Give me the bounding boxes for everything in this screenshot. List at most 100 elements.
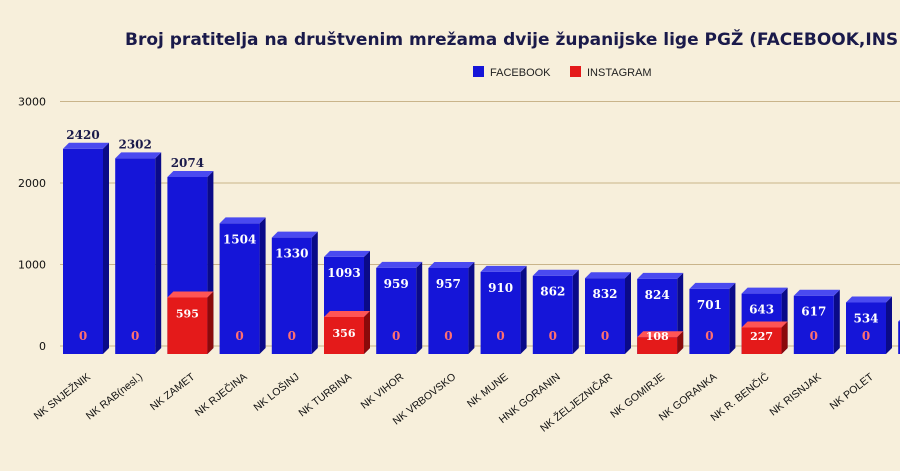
bar-group-1: 2302 0: [115, 137, 162, 354]
bar-group-14: 617 0: [793, 289, 840, 354]
value-label-instagram-5: 356: [333, 327, 356, 340]
bar-group-2: 2074 595: [167, 156, 214, 354]
value-label-instagram-11: 108: [646, 330, 669, 343]
value-label-instagram-7: 0: [444, 329, 452, 343]
bar-instagram-side-2: [207, 291, 214, 354]
bar-facebook-top-7: [428, 262, 475, 269]
legend: FACEBOOK INSTAGRAM: [473, 66, 652, 79]
bar-facebook-side-8: [520, 265, 527, 354]
bar-group-4: 1330 0: [271, 231, 318, 354]
value-label-facebook-12: 701: [697, 298, 722, 312]
value-label-instagram-8: 0: [496, 329, 504, 343]
value-label-instagram-13: 227: [750, 330, 773, 343]
value-label-instagram-0: 0: [79, 329, 87, 343]
bar-facebook-9: [532, 275, 573, 354]
bar-facebook-15: [846, 302, 886, 354]
bar-instagram-top-2: [167, 291, 214, 298]
bar-facebook-0: [63, 148, 103, 354]
bar-facebook-8: [480, 271, 521, 354]
value-label-facebook-0: 2420: [66, 128, 99, 142]
bar-facebook-top-11: [637, 272, 684, 279]
bar-facebook-side-15: [886, 296, 892, 354]
bar-facebook-side-0: [103, 142, 109, 354]
bar-facebook-7: [428, 268, 469, 354]
value-label-facebook-3: 1504: [223, 232, 256, 246]
y-tick-label-0: 0: [39, 340, 46, 353]
value-label-facebook-9: 862: [540, 285, 565, 299]
value-label-instagram-6: 0: [392, 329, 400, 343]
bar-facebook-top-4: [271, 231, 318, 238]
bar-instagram-top-11: [637, 331, 684, 338]
bar-facebook-6: [376, 267, 417, 354]
category-label-15: NK POLET: [828, 371, 877, 413]
value-label-instagram-14: 0: [810, 329, 818, 343]
bar-facebook-top-15: [846, 296, 892, 303]
category-label-13: NK R. BENČIĆ: [708, 370, 772, 424]
value-label-facebook-11: 824: [645, 288, 670, 302]
bar-facebook-1: [115, 158, 156, 354]
bar-instagram-side-11: [677, 331, 684, 354]
bar-facebook-top-5: [324, 250, 370, 257]
category-label-14: NK RISNJAK: [768, 371, 824, 419]
bar-facebook-side-10: [625, 272, 631, 354]
y-tick-label-3: 3000: [18, 96, 46, 109]
category-label-1: NK RAB(nesl.): [84, 371, 145, 422]
bar-instagram-top-5: [324, 310, 370, 317]
value-label-instagram-10: 0: [601, 329, 609, 343]
bar-facebook-top-6: [376, 261, 423, 268]
category-label-4: NK LOŠINJ: [251, 370, 302, 414]
bar-facebook-16: [898, 321, 900, 354]
category-label-2: NK ZAMET: [148, 371, 198, 413]
y-tick-label-2: 2000: [18, 177, 46, 190]
category-label-3: NK RJEČINA: [192, 370, 249, 419]
value-label-instagram-15: 0: [862, 329, 870, 343]
bar-facebook-top-12: [689, 282, 736, 289]
category-label-6: NK VIHOR: [359, 371, 407, 412]
value-label-facebook-7: 957: [436, 277, 461, 291]
value-label-instagram-9: 0: [549, 329, 557, 343]
bar-facebook-side-7: [468, 262, 475, 354]
bar-facebook-3: [219, 223, 260, 354]
value-label-facebook-15: 534: [853, 311, 878, 325]
value-label-instagram-12: 0: [705, 329, 713, 343]
bar-facebook-top-3: [219, 217, 266, 224]
bar-instagram-13: [741, 327, 782, 354]
bar-facebook-4: [271, 237, 312, 354]
bar-group-9: 862 0: [532, 269, 579, 354]
bar-facebook-top-8: [480, 265, 527, 272]
value-label-facebook-6: 959: [384, 277, 409, 291]
bars: 2420023020207459515040133001093356959095…: [63, 128, 900, 354]
value-label-instagram-4: 0: [288, 329, 296, 343]
y-tick-label-1: 1000: [18, 259, 46, 272]
legend-swatch-facebook: [473, 66, 484, 77]
value-label-instagram-2: 595: [176, 308, 199, 321]
value-label-facebook-4: 1330: [275, 247, 308, 261]
bar-instagram-top-13: [741, 321, 788, 328]
bar-facebook-14: [793, 295, 834, 354]
bar-group-5: 1093 356: [324, 250, 370, 354]
value-label-facebook-8: 910: [488, 281, 513, 295]
bar-facebook-side-12: [729, 282, 736, 354]
bar-group-8: 910 0: [480, 265, 527, 354]
bar-facebook-top-10: [585, 272, 631, 279]
bar-facebook-12: [689, 288, 730, 354]
bar-facebook-side-4: [311, 231, 318, 354]
value-label-facebook-13: 643: [749, 303, 774, 317]
legend-label-facebook: FACEBOOK: [490, 67, 551, 79]
bar-facebook-top-2: [167, 170, 214, 177]
value-label-instagram-1: 0: [131, 329, 139, 343]
bar-facebook-top-1: [115, 152, 162, 159]
bar-facebook-top-14: [793, 289, 840, 296]
bar-group-3: 1504 0: [219, 217, 266, 354]
legend-swatch-instagram: [570, 66, 581, 77]
bar-instagram-11: [637, 337, 678, 354]
bar-facebook-side-1: [155, 152, 162, 354]
chart-title: Broj pratitelja na društvenim mrežama dv…: [125, 28, 898, 50]
bar-group-11: 824 108: [637, 272, 684, 354]
value-label-facebook-10: 832: [592, 287, 617, 301]
bar-group-13: 643 227: [741, 287, 788, 354]
bar-facebook-10: [585, 278, 625, 354]
legend-label-instagram: INSTAGRAM: [587, 67, 652, 79]
